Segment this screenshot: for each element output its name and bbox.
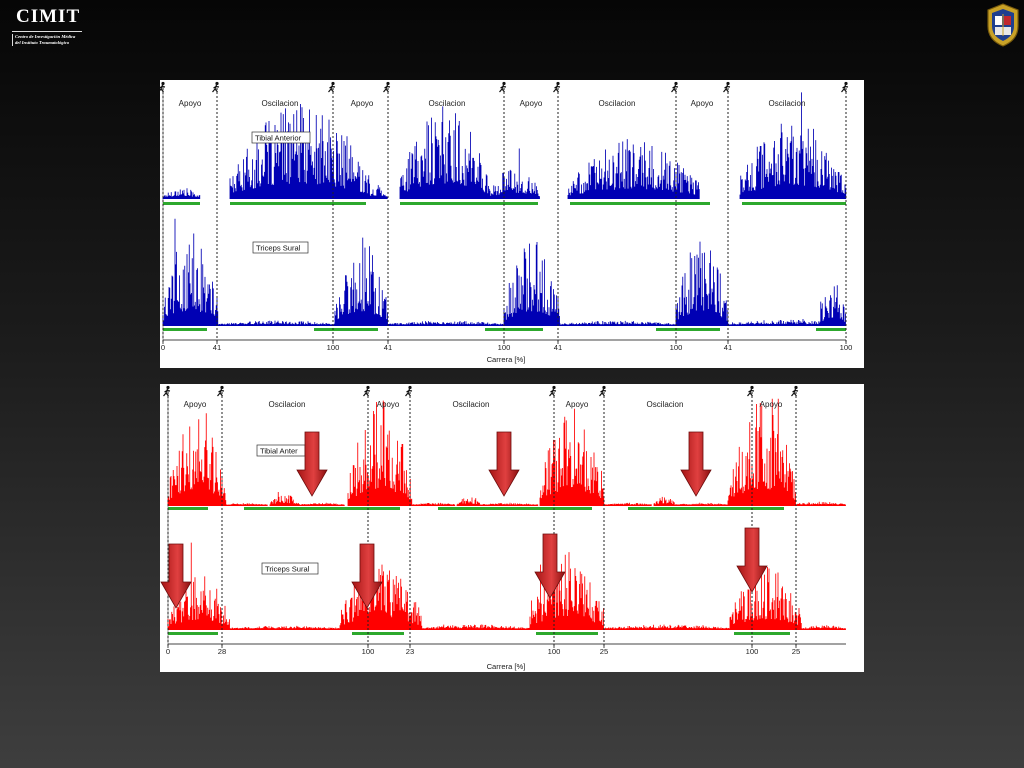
phase-label: Apoyo xyxy=(184,400,207,409)
activation-band-0-1 xyxy=(230,202,366,205)
phase-label: Apoyo xyxy=(566,400,589,409)
emg-trace-row-0 xyxy=(167,398,846,506)
phase-label: Apoyo xyxy=(179,99,202,108)
emg-chart-blue: Apoyo Oscilacion Apoyo Oscilacion Apoyo Oscil… xyxy=(160,81,853,364)
runner-icon-3 xyxy=(383,81,391,93)
runner-icon-1 xyxy=(217,385,225,397)
phase-label: Oscilacion xyxy=(599,99,636,108)
activation-band-1-0 xyxy=(163,328,207,331)
phase-label: Apoyo xyxy=(351,99,374,108)
muscle-label: Tibial Anter xyxy=(260,446,298,455)
phase-label: Oscilacion xyxy=(429,99,466,108)
activation-band-0-1 xyxy=(244,507,400,510)
runner-icon-7 xyxy=(723,81,731,93)
runner-icon-6 xyxy=(671,81,679,93)
phase-label: Oscilacion xyxy=(647,400,684,409)
runner-icon-0 xyxy=(160,81,166,93)
x-tick-label: 100 xyxy=(840,343,853,352)
x-tick-label: 41 xyxy=(384,343,392,352)
down-arrow-icon-3 xyxy=(160,543,192,609)
runner-icon-4 xyxy=(499,81,507,93)
emg-chart-red-panel: Apoyo Oscilacion Apoyo Oscilacion Apoyo Oscil… xyxy=(160,384,864,672)
muscle-label: Tibial Anterior xyxy=(255,133,302,142)
activation-band-1-4 xyxy=(816,328,846,331)
logo-subtitle-line1: Centro de Investigación Médica xyxy=(15,34,76,39)
down-arrow-icon-2 xyxy=(680,431,712,497)
x-tick-label: 100 xyxy=(362,647,375,656)
down-arrow-icon-5 xyxy=(534,533,566,599)
x-tick-label: 100 xyxy=(327,343,340,352)
muscle-label: Triceps Sural xyxy=(265,564,310,573)
phase-label: Oscilacion xyxy=(453,400,490,409)
runner-icon-5 xyxy=(599,385,607,397)
activation-band-0-2 xyxy=(438,507,592,510)
runner-icon-5 xyxy=(553,81,561,93)
x-tick-label: 0 xyxy=(166,647,170,656)
phase-label: Apoyo xyxy=(691,99,714,108)
emg-trace-row-0 xyxy=(162,92,847,199)
runner-icon-0 xyxy=(163,385,171,397)
x-tick-label: 100 xyxy=(670,343,683,352)
activation-band-1-2 xyxy=(485,328,543,331)
down-arrow-icon-6 xyxy=(736,527,768,593)
x-axis-label: Carrera [%] xyxy=(487,662,526,671)
activation-band-0-3 xyxy=(570,202,710,205)
activation-band-0-0 xyxy=(168,507,208,510)
runner-icon-7 xyxy=(791,385,799,397)
runner-icon-4 xyxy=(549,385,557,397)
logo-subtitle: Centro de Investigación Médica del Insti… xyxy=(12,34,82,46)
down-arrow-icon-1 xyxy=(488,431,520,497)
runner-icon-2 xyxy=(363,385,371,397)
x-tick-label: 100 xyxy=(746,647,759,656)
university-seal-icon xyxy=(987,3,1019,47)
activation-band-1-0 xyxy=(168,632,218,635)
x-tick-label: 100 xyxy=(548,647,561,656)
emg-chart-red: Apoyo Oscilacion Apoyo Oscilacion Apoyo Oscil… xyxy=(160,385,846,671)
cimit-logo: CIMIT Centro de Investigación Médica del… xyxy=(12,6,83,46)
x-tick-label: 28 xyxy=(218,647,226,656)
runner-icon-8 xyxy=(841,81,849,93)
logo-subtitle-line2: del Instituto Traumatológico xyxy=(15,40,70,45)
logo-title: CIMIT xyxy=(12,6,83,32)
muscle-label-box xyxy=(251,131,311,144)
activation-band-0-2 xyxy=(400,202,538,205)
activation-band-0-3 xyxy=(628,507,784,510)
activation-band-0-4 xyxy=(742,202,846,205)
emg-trace-row-1 xyxy=(167,542,846,630)
phase-label: Oscilacion xyxy=(769,99,806,108)
x-tick-label: 41 xyxy=(213,343,221,352)
phase-label: Oscilacion xyxy=(262,99,299,108)
activation-band-1-1 xyxy=(314,328,378,331)
x-tick-label: 25 xyxy=(600,647,608,656)
x-tick-label: 25 xyxy=(792,647,800,656)
muscle-label-box xyxy=(261,562,319,575)
runner-icon-3 xyxy=(405,385,413,397)
activation-band-1-3 xyxy=(656,328,720,331)
down-arrow-icon-0 xyxy=(296,431,328,497)
x-tick-label: 41 xyxy=(724,343,732,352)
x-axis-label: Carrera [%] xyxy=(487,355,526,364)
x-tick-label: 100 xyxy=(498,343,511,352)
muscle-label-box xyxy=(252,241,309,254)
emg-chart-blue-panel: Apoyo Oscilacion Apoyo Oscilacion Apoyo Oscil… xyxy=(160,80,864,368)
runner-icon-1 xyxy=(212,81,220,93)
phase-label: Oscilacion xyxy=(269,400,306,409)
muscle-label: Triceps Sural xyxy=(256,243,301,252)
activation-band-1-3 xyxy=(734,632,790,635)
phase-label: Apoyo xyxy=(760,400,783,409)
down-arrow-icon-4 xyxy=(351,543,383,609)
runner-icon-6 xyxy=(747,385,755,397)
activation-band-1-1 xyxy=(352,632,404,635)
x-tick-label: 23 xyxy=(406,647,414,656)
x-tick-label: 41 xyxy=(554,343,562,352)
phase-label: Apoyo xyxy=(520,99,543,108)
phase-label: Apoyo xyxy=(377,400,400,409)
x-tick-label: 0 xyxy=(161,343,165,352)
runner-icon-2 xyxy=(328,81,336,93)
activation-band-1-2 xyxy=(536,632,598,635)
activation-band-0-0 xyxy=(163,202,200,205)
